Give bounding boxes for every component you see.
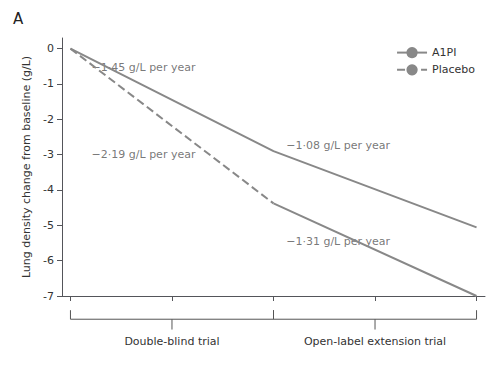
svg-text:A1PI: A1PI bbox=[432, 46, 456, 59]
svg-text:−1·45 g/L per year: −1·45 g/L per year bbox=[91, 61, 196, 74]
svg-text:-5: -5 bbox=[43, 219, 54, 232]
svg-text:−1·31 g/L per year: −1·31 g/L per year bbox=[286, 235, 390, 248]
svg-text:-3: -3 bbox=[43, 148, 54, 161]
svg-text:0: 0 bbox=[47, 42, 54, 55]
svg-text:Double-blind trial: Double-blind trial bbox=[124, 335, 219, 348]
svg-text:Open-label extension trial: Open-label extension trial bbox=[304, 335, 446, 348]
svg-text:-1: -1 bbox=[43, 77, 54, 90]
svg-text:Lung density change from basel: Lung density change from baseline (g/L) bbox=[20, 56, 33, 278]
svg-text:−1·08 g/L per year: −1·08 g/L per year bbox=[286, 139, 390, 152]
svg-text:Placebo: Placebo bbox=[432, 63, 475, 76]
svg-text:-7: -7 bbox=[43, 290, 54, 303]
svg-text:-6: -6 bbox=[43, 254, 54, 267]
svg-text:A: A bbox=[13, 10, 24, 28]
svg-text:−2·19 g/L per year: −2·19 g/L per year bbox=[92, 148, 196, 161]
svg-text:-4: -4 bbox=[43, 183, 54, 196]
svg-text:-2: -2 bbox=[43, 113, 54, 126]
